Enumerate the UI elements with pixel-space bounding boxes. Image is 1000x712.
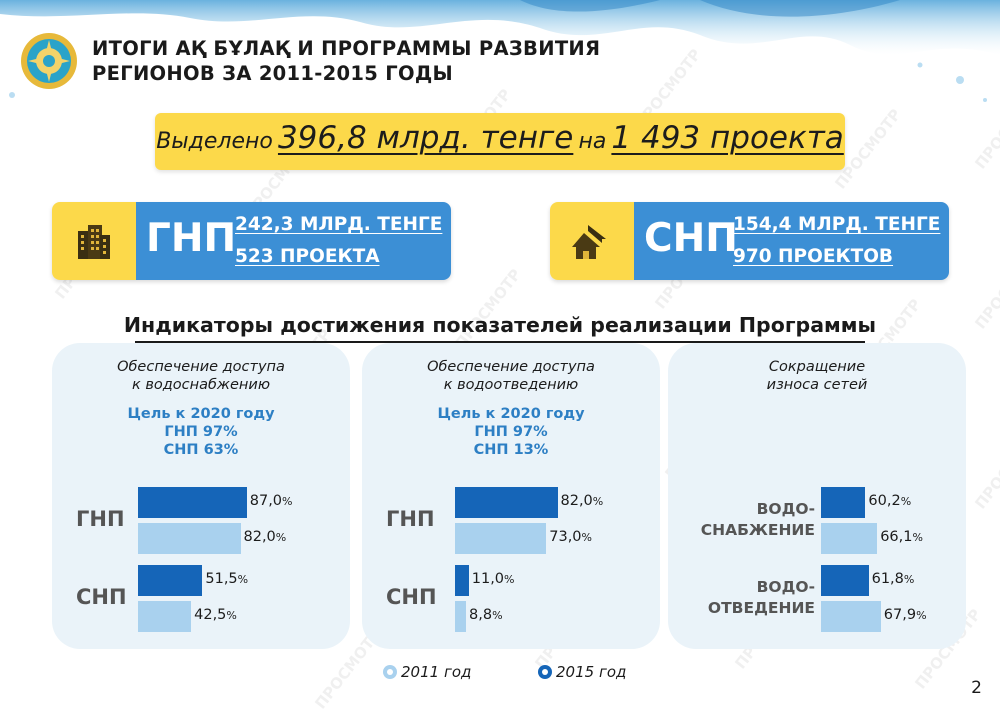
- bar: [821, 601, 881, 632]
- legend-dot-2015: [538, 665, 552, 679]
- category-label: ГНП: [76, 507, 125, 531]
- legend-dot-2011: [383, 665, 397, 679]
- program-code: ГНП: [146, 216, 237, 261]
- title-line-2: РЕГИОНОВ ЗА 2011-2015 ГОДЫ: [92, 62, 454, 85]
- program-funding: 154,4 МЛРД. ТЕНГЕ: [733, 214, 941, 235]
- bar-value-label: 67,9%: [883, 607, 927, 623]
- watermark-text: ПРОСМОТР: [451, 265, 525, 353]
- bar-value-label: 60,2%: [868, 493, 912, 509]
- program-box-snp: СНП 154,4 МЛРД. ТЕНГЕ 970 ПРОЕКТОВ: [550, 202, 949, 280]
- water-splash-background: [0, 0, 1000, 102]
- program-box-gnp: ГНП 242,3 МЛРД. ТЕНГЕ 523 ПРОЕКТА: [52, 202, 451, 280]
- banner-amount: 396,8 млрд. тенге: [277, 120, 574, 156]
- goal-line: ГНП 97%: [164, 424, 238, 440]
- program-icon-area: [52, 202, 136, 280]
- indicator-panel-sewerage: Обеспечение доступа к водоотведению Цель…: [362, 343, 660, 649]
- bar-value-label: 42,5%: [194, 607, 237, 623]
- bar-value-label: 8,8%: [469, 607, 503, 623]
- goal-line: СНП 63%: [163, 442, 239, 458]
- goal-line: Цель к 2020 году: [437, 406, 585, 422]
- bar: [821, 565, 869, 596]
- panel-title: Обеспечение доступа к водоотведению: [427, 359, 595, 393]
- goal-line: СНП 13%: [473, 442, 549, 458]
- houses-icon: [572, 225, 606, 259]
- kazakhstan-emblem-icon: [21, 33, 77, 89]
- bar-value-label: 61,8%: [871, 571, 915, 587]
- watermark-text: ПРОСМОТР: [971, 425, 1000, 513]
- program-projects: 523 ПРОЕКТА: [235, 246, 380, 267]
- indicator-panel-network-wear: Сокращение износа сетей ВОДО- СНАБЖЕНИЕ 6…: [668, 343, 966, 649]
- bar: [455, 565, 469, 596]
- bar-value-label: 66,1%: [880, 529, 923, 545]
- category-label: СНП: [76, 585, 127, 609]
- banner-middle: на: [578, 129, 607, 154]
- category-label: ГНП: [386, 507, 435, 531]
- bar: [821, 523, 878, 554]
- legend-label-2015: 2015 год: [556, 663, 627, 681]
- panel-goal: Цель к 2020 году ГНП 97% СНП 63%: [52, 405, 350, 459]
- program-funding: 242,3 МЛРД. ТЕНГЕ: [235, 214, 443, 235]
- category-label: ВОДО- СНАБЖЕНИЕ: [700, 500, 815, 539]
- indicators-underline: [135, 341, 865, 343]
- total-funding-banner: Выделено 396,8 млрд. тенге на 1 493 прое…: [155, 113, 845, 170]
- legend-item-2011: 2011 год: [383, 663, 471, 681]
- bar-value-label: 87,0%: [249, 493, 293, 509]
- banner-projects: 1 493 проекта: [611, 120, 844, 156]
- page-title: ИТОГИ АҚ БҰЛАҚ И ПРОГРАММЫ РАЗВИТИЯ РЕГИ…: [92, 36, 600, 86]
- program-code: СНП: [644, 216, 738, 261]
- bar: [455, 487, 558, 518]
- bar-value-label: 82,0%: [243, 529, 287, 545]
- bar: [455, 601, 466, 632]
- panel-goal: Цель к 2020 году ГНП 97% СНП 13%: [362, 405, 660, 459]
- bar: [138, 523, 241, 554]
- bar: [821, 487, 866, 518]
- legend-label-2011: 2011 год: [401, 663, 472, 681]
- bar: [138, 565, 203, 596]
- goal-line: ГНП 97%: [474, 424, 548, 440]
- legend-item-2015: 2015 год: [538, 663, 626, 681]
- program-projects: 970 ПРОЕКТОВ: [733, 246, 894, 267]
- bar-value-label: 73,0%: [549, 529, 592, 545]
- goal-line: Цель к 2020 году: [127, 406, 275, 422]
- bar-value-label: 11,0%: [471, 571, 515, 587]
- page-number: 2: [971, 678, 982, 698]
- building-icon: [78, 225, 110, 259]
- category-label: СНП: [386, 585, 437, 609]
- bar-value-label: 82,0%: [560, 493, 604, 509]
- category-label: ВОДО- ОТВЕДЕНИЕ: [707, 578, 815, 617]
- bar: [138, 487, 247, 518]
- bar: [138, 601, 192, 632]
- indicators-title: Индикаторы достижения показателей реализ…: [123, 313, 877, 337]
- bar: [455, 523, 547, 554]
- program-icon-area: [550, 202, 634, 280]
- title-line-1: ИТОГИ АҚ БҰЛАҚ И ПРОГРАММЫ РАЗВИТИЯ: [92, 37, 601, 60]
- panel-title: Обеспечение доступа к водоснабжению: [117, 359, 285, 393]
- bar-value-label: 51,5%: [205, 571, 249, 587]
- program-info-area: ГНП 242,3 МЛРД. ТЕНГЕ 523 ПРОЕКТА: [136, 202, 451, 280]
- program-info-area: СНП 154,4 МЛРД. ТЕНГЕ 970 ПРОЕКТОВ: [634, 202, 949, 280]
- banner-prefix: Выделено: [156, 129, 273, 154]
- panel-title: Сокращение износа сетей: [766, 359, 868, 393]
- indicator-panel-water-supply: Обеспечение доступа к водоснабжению Цель…: [52, 343, 350, 649]
